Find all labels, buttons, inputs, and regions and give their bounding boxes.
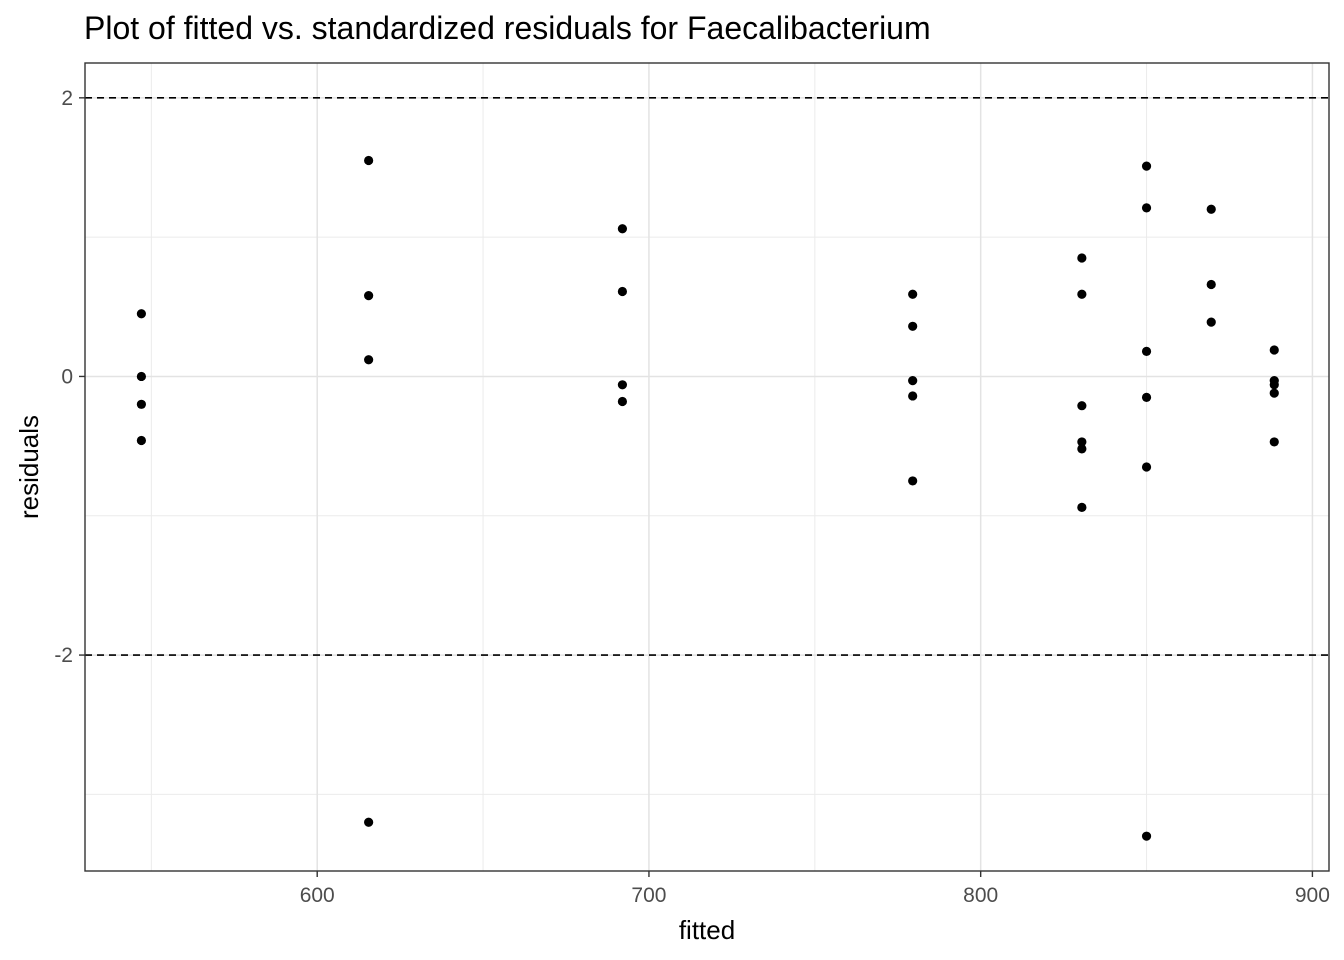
data-point	[1206, 204, 1216, 214]
data-point	[617, 224, 628, 234]
y-axis-label: residuals	[14, 415, 44, 519]
data-point	[1141, 161, 1152, 171]
y-tick-label: 2	[61, 87, 73, 110]
data-point	[136, 309, 146, 319]
data-point	[136, 435, 146, 446]
data-point	[617, 380, 628, 390]
data-point	[1077, 401, 1087, 411]
data-point	[617, 396, 628, 407]
data-point	[1206, 317, 1216, 327]
data-point	[908, 289, 918, 299]
data-point	[1206, 279, 1216, 290]
data-point	[908, 476, 918, 486]
data-point	[908, 376, 918, 386]
x-tick-label: 600	[300, 884, 335, 907]
data-point	[1077, 253, 1087, 263]
plot-panel-background	[85, 63, 1329, 871]
data-point	[908, 321, 918, 331]
reference-lines	[85, 97, 1329, 656]
data-point	[1077, 502, 1087, 512]
data-point	[908, 391, 918, 401]
data-point	[1269, 388, 1279, 398]
x-axis-label: fitted	[679, 915, 735, 945]
data-point	[1141, 462, 1152, 472]
x-tick-label: 700	[631, 884, 666, 907]
data-point	[1077, 437, 1087, 447]
axes: 600 700 800 900 2 0 -2	[54, 87, 1330, 907]
data-point	[1269, 345, 1279, 355]
grid-lines	[85, 63, 1329, 871]
data-point	[364, 817, 374, 827]
data-point	[136, 371, 146, 382]
data-point	[364, 355, 374, 365]
data-point	[1077, 289, 1087, 299]
data-point	[136, 399, 146, 409]
data-point	[1141, 346, 1152, 356]
data-point	[364, 291, 374, 301]
data-point	[364, 155, 374, 166]
y-tick-label: -2	[54, 644, 73, 667]
data-points	[136, 155, 1279, 841]
data-point	[1141, 831, 1152, 841]
data-point	[1269, 437, 1279, 447]
data-point	[1269, 380, 1279, 390]
data-point	[1141, 392, 1152, 402]
y-tick-label: 0	[61, 365, 73, 388]
x-tick-label: 800	[963, 884, 998, 907]
x-tick-label: 900	[1295, 884, 1330, 907]
data-point	[1077, 444, 1087, 454]
data-point	[617, 286, 628, 297]
chart-title: Plot of fitted vs. standardized residual…	[84, 10, 931, 46]
plot-panel-border	[84, 62, 1330, 872]
data-point	[1141, 203, 1152, 213]
